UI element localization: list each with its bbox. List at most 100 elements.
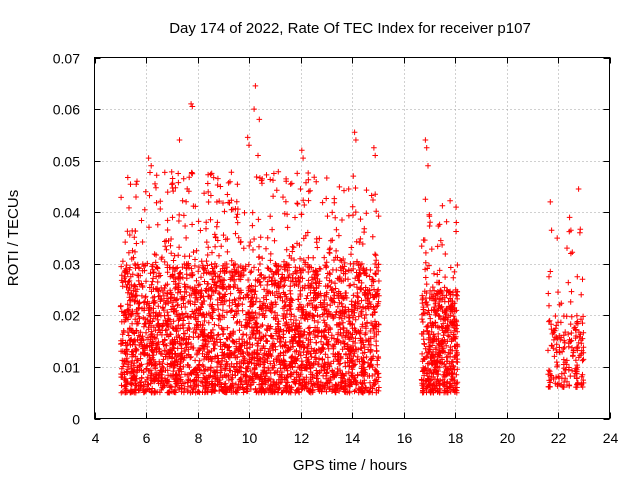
data-point	[271, 362, 278, 368]
data-point	[305, 229, 311, 236]
data-point	[122, 267, 128, 274]
data-point	[342, 382, 349, 389]
data-point	[118, 263, 124, 270]
data-point	[421, 366, 427, 372]
data-point	[232, 301, 239, 308]
data-point	[153, 349, 160, 355]
data-point	[357, 304, 363, 310]
data-point	[562, 339, 568, 346]
data-point	[423, 260, 429, 266]
data-point	[226, 363, 233, 370]
data-point	[168, 321, 174, 327]
data-point	[447, 198, 453, 204]
data-point	[180, 274, 186, 281]
data-point	[277, 278, 284, 285]
data-point	[287, 283, 294, 289]
data-point	[335, 338, 341, 344]
data-point	[569, 314, 575, 320]
data-point	[167, 384, 173, 391]
data-point	[451, 354, 458, 361]
data-point	[309, 302, 316, 308]
data-point	[169, 271, 176, 278]
data-point	[208, 358, 215, 364]
data-point	[199, 326, 205, 333]
data-point	[447, 384, 454, 390]
data-point	[347, 330, 354, 337]
data-point	[176, 312, 182, 318]
data-point	[193, 248, 200, 254]
data-point	[361, 349, 368, 356]
data-point	[204, 262, 211, 269]
data-point	[312, 267, 319, 274]
data-point	[246, 142, 252, 148]
data-point	[165, 298, 171, 305]
data-point	[426, 223, 433, 229]
y-tick-label: 0.05	[53, 154, 80, 170]
data-point	[357, 327, 364, 334]
data-point	[243, 322, 249, 328]
data-point	[300, 309, 307, 316]
data-point	[346, 362, 353, 369]
data-point	[195, 282, 202, 289]
data-point	[148, 163, 154, 169]
data-point	[228, 197, 235, 204]
data-point	[371, 334, 377, 340]
data-point	[219, 265, 226, 272]
data-point	[374, 362, 381, 368]
data-point	[309, 388, 316, 394]
data-point	[453, 204, 459, 210]
data-point	[252, 283, 259, 289]
data-point	[252, 288, 259, 294]
data-point	[215, 237, 221, 244]
data-point	[155, 320, 162, 327]
data-point	[313, 367, 320, 374]
data-point	[208, 284, 215, 291]
data-point	[244, 291, 250, 298]
data-point	[324, 302, 330, 308]
data-point	[163, 343, 170, 349]
data-point	[127, 264, 133, 271]
data-point	[240, 331, 246, 337]
data-point	[308, 371, 314, 378]
data-point	[274, 356, 280, 363]
data-point	[352, 316, 359, 323]
data-point	[125, 363, 131, 370]
data-point	[159, 323, 165, 330]
data-point	[436, 313, 443, 320]
data-point	[371, 306, 377, 313]
data-point	[343, 329, 350, 335]
data-point	[418, 331, 425, 337]
data-point	[302, 283, 308, 289]
data-point	[448, 366, 454, 372]
data-point	[155, 317, 161, 323]
data-point	[232, 230, 239, 237]
data-point	[190, 334, 197, 340]
x-tick-label: 14	[345, 430, 361, 446]
data-point	[307, 324, 313, 331]
data-point	[132, 249, 138, 255]
data-point	[426, 382, 433, 388]
data-point	[334, 366, 341, 372]
data-point	[147, 380, 154, 387]
data-point	[195, 389, 201, 395]
data-point	[154, 264, 161, 271]
data-point	[227, 367, 234, 374]
data-point	[547, 199, 554, 205]
data-point	[152, 181, 158, 187]
data-point	[264, 356, 270, 362]
data-point	[277, 373, 283, 379]
data-point	[281, 282, 288, 289]
y-tick-label: 0.04	[53, 205, 80, 221]
data-point	[141, 342, 148, 349]
data-point	[330, 386, 336, 393]
data-point	[206, 381, 213, 387]
data-point	[575, 379, 581, 386]
data-point	[257, 347, 264, 354]
data-point	[192, 299, 198, 305]
data-point	[235, 235, 242, 241]
data-point	[347, 261, 354, 267]
data-point	[256, 304, 263, 311]
data-point	[210, 373, 216, 380]
data-point	[333, 322, 340, 328]
data-point	[252, 310, 259, 316]
